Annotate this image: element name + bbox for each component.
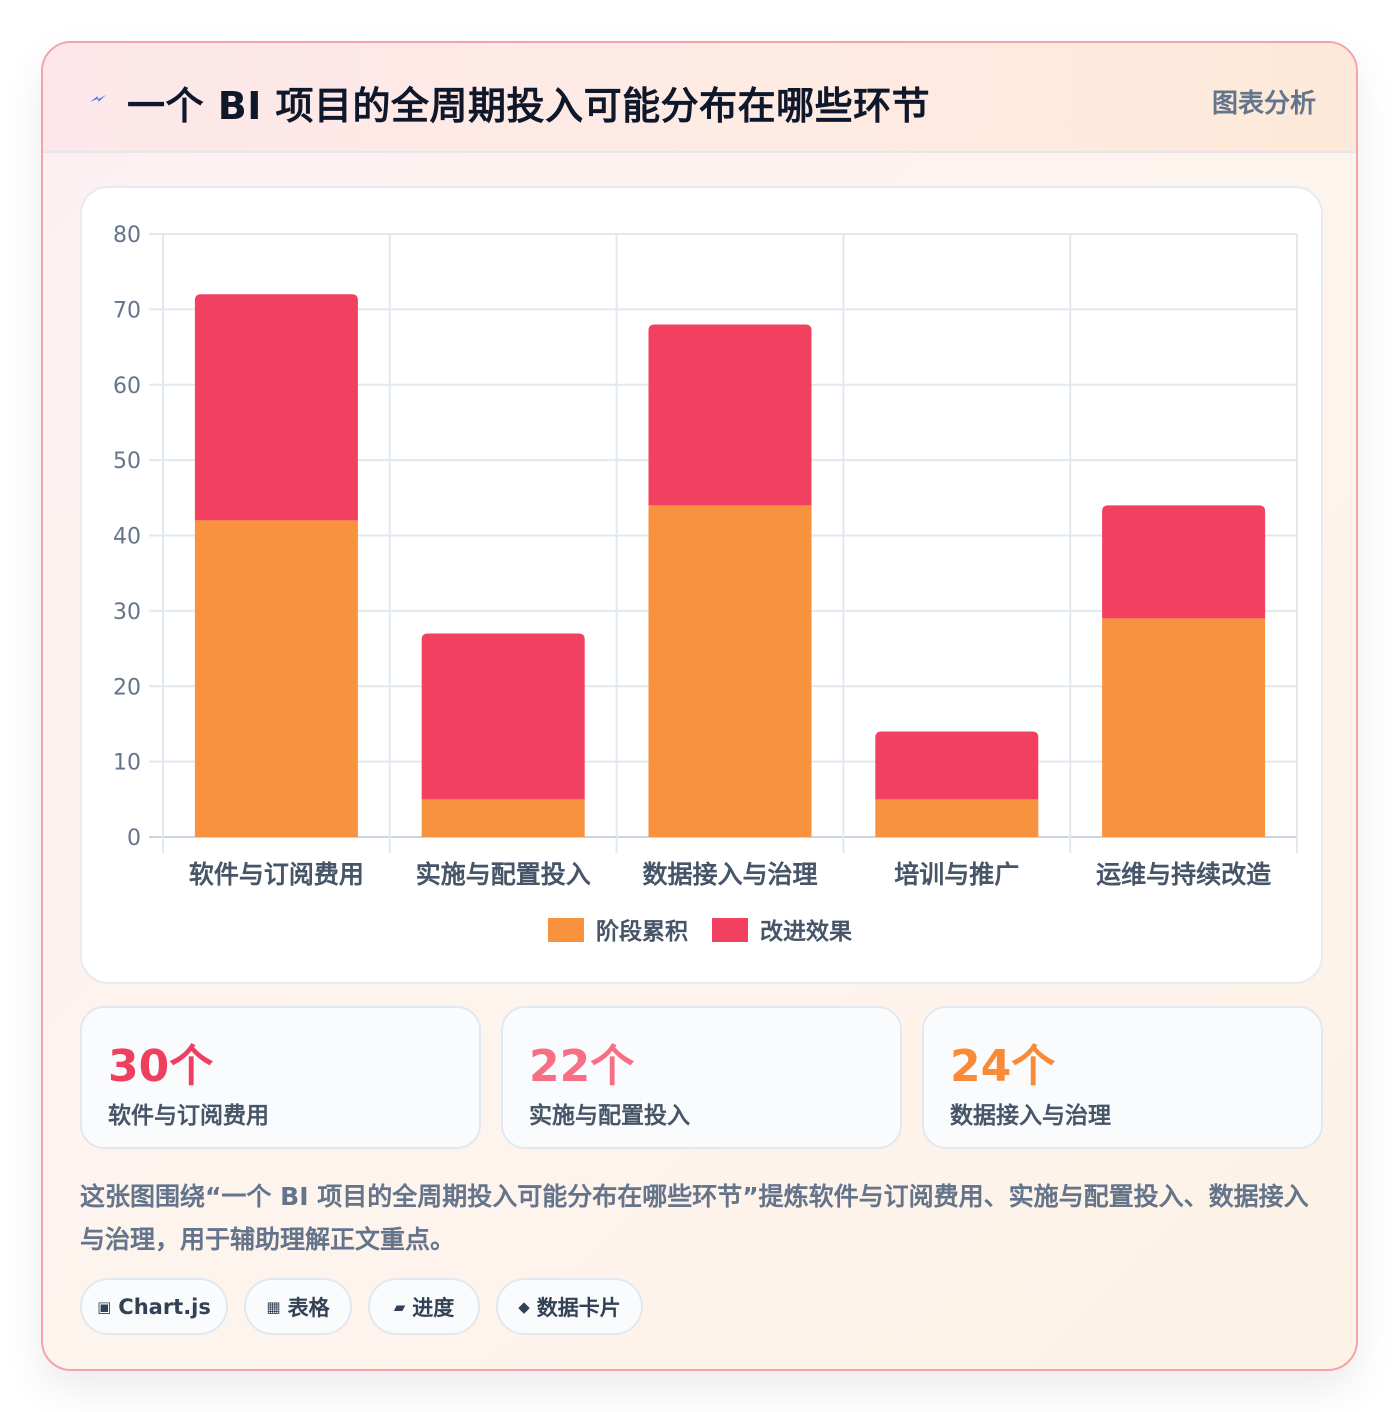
bar-improve: [194, 294, 358, 521]
chip-label: 数据卡片: [536, 1295, 621, 1320]
bar-chart: 0 10 20 30 40 50 60 70 80 软件与订阅费用 实施与配置投入 数据接入与治理 培训…: [113, 223, 1298, 945]
y-tick-label: 10: [113, 751, 141, 776]
chart-panel: 0 10 20 30 40 50 60 70 80 软件与订阅费用 实施与配置投入 数据接入与治理 培训…: [80, 186, 1323, 984]
chart-icon: ▣: [97, 1297, 112, 1316]
stat-value: 22个: [529, 1041, 635, 1092]
y-tick-label: 50: [113, 449, 141, 474]
stat-value: 30个: [108, 1041, 214, 1092]
bar-stage: [648, 505, 812, 837]
x-tick-label: 软件与订阅费用: [189, 860, 364, 889]
y-tick-label: 30: [113, 600, 141, 625]
card-header: 一个 BI 项目的全周期投入可能分布在哪些环节 图表分析: [43, 43, 1356, 153]
lightning-icon: [87, 88, 109, 110]
chip-table[interactable]: ▦ 表格: [244, 1278, 352, 1335]
bar-improve: [875, 731, 1039, 800]
chart-card: 一个 BI 项目的全周期投入可能分布在哪些环节 图表分析 0 10 20 30 40 50…: [41, 41, 1358, 1371]
y-tick-label: 40: [113, 525, 141, 550]
progress-icon: ▰: [393, 1297, 406, 1316]
bar-stage: [1102, 618, 1266, 837]
legend-label: 阶段累积: [596, 918, 688, 945]
table-icon: ▦: [266, 1297, 281, 1316]
x-tick-label: 培训与推广: [894, 860, 1019, 889]
chip-progress[interactable]: ▰ 进度: [368, 1278, 480, 1335]
bar-stage: [875, 799, 1039, 837]
bar-improve: [421, 633, 585, 800]
bar-stage: [194, 520, 358, 837]
legend-swatch: [712, 918, 748, 942]
y-tick-label: 70: [113, 298, 141, 323]
stat-card-3: 24个 数据接入与治理: [922, 1006, 1323, 1149]
stat-label: 实施与配置投入: [529, 1103, 690, 1129]
x-tick-label: 实施与配置投入: [416, 860, 591, 889]
legend-swatch: [548, 918, 584, 942]
chip-data-card[interactable]: ◆ 数据卡片: [496, 1278, 643, 1335]
header-tag: 图表分析: [1211, 89, 1316, 119]
chip-label: Chart.js: [118, 1294, 211, 1319]
stat-card-2: 22个 实施与配置投入: [501, 1006, 902, 1149]
diamond-icon: ◆: [518, 1297, 530, 1316]
chip-label: 表格: [287, 1295, 330, 1320]
bar-improve: [1102, 505, 1266, 619]
y-tick-label: 80: [113, 223, 141, 248]
y-tick-label: 60: [113, 374, 141, 399]
legend-label: 改进效果: [760, 918, 852, 945]
x-tick-label: 运维与持续改造: [1096, 860, 1271, 889]
description-text: 这张图围绕“一个 BI 项目的全周期投入可能分布在哪些环节”提炼软件与订阅费用、…: [80, 1182, 1309, 1254]
stat-label: 数据接入与治理: [950, 1103, 1111, 1129]
x-tick-label: 数据接入与治理: [642, 860, 817, 889]
chip-chartjs[interactable]: ▣ Chart.js: [80, 1278, 228, 1335]
chip-label: 进度: [412, 1295, 455, 1320]
stat-label: 软件与订阅费用: [108, 1103, 269, 1129]
stat-card-1: 30个 软件与订阅费用: [80, 1006, 481, 1149]
y-tick-label: 20: [113, 675, 141, 700]
y-tick-label: 0: [127, 826, 141, 851]
bar-improve: [648, 324, 812, 506]
stat-value: 24个: [950, 1041, 1056, 1092]
page-title: 一个 BI 项目的全周期投入可能分布在哪些环节: [127, 84, 931, 128]
bar-stage: [421, 799, 585, 837]
